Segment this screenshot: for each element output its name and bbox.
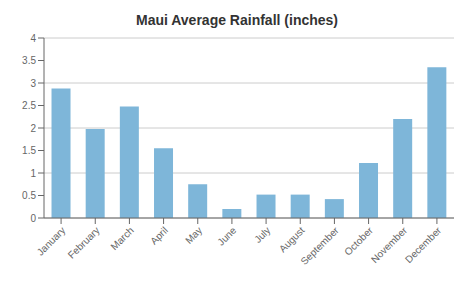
- svg-text:October: October: [342, 224, 375, 257]
- svg-text:June: June: [215, 224, 238, 247]
- svg-text:2: 2: [30, 123, 36, 134]
- svg-text:0: 0: [30, 213, 36, 224]
- svg-text:February: February: [66, 225, 102, 261]
- svg-text:April: April: [148, 225, 170, 247]
- html-text:Maui Average Rainfall (inches): Maui Average Rainfall (inches): [136, 12, 338, 28]
- svg-text:September: September: [298, 224, 341, 267]
- svg-text:4: 4: [30, 33, 36, 44]
- svg-text:3.5: 3.5: [22, 55, 36, 66]
- svg-text:December: December: [403, 224, 444, 265]
- svg-text:0.5: 0.5: [22, 190, 36, 201]
- svg-text:July: July: [252, 225, 272, 245]
- svg-text:May: May: [183, 225, 204, 246]
- svg-text:January: January: [35, 225, 68, 258]
- svg-text:March: March: [108, 225, 135, 252]
- svg-text:August: August: [277, 225, 307, 255]
- svg-text:2.5: 2.5: [22, 100, 36, 111]
- svg-text:1: 1: [30, 168, 36, 179]
- svg-text:1.5: 1.5: [22, 145, 36, 156]
- svg-text:November: November: [368, 224, 410, 266]
- svg-text:3: 3: [30, 78, 36, 89]
